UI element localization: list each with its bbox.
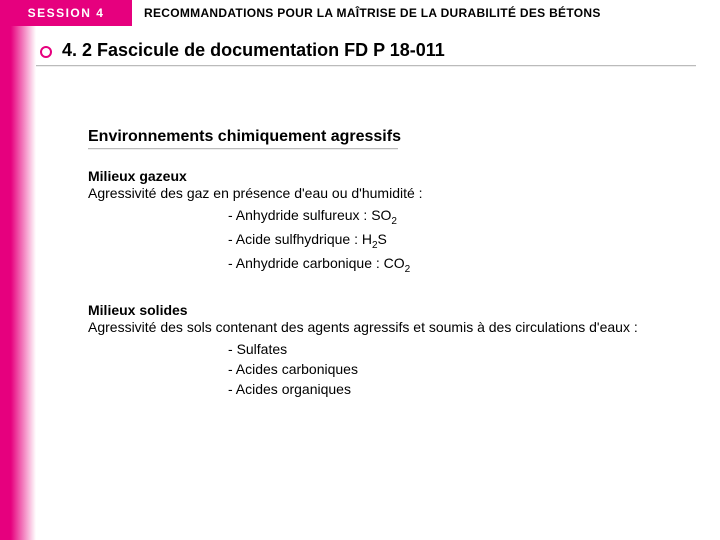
bullet-icon — [40, 46, 52, 58]
content-area: Environnements chimiquement agressifs Mi… — [88, 128, 688, 424]
slide-header: SESSION 4 RECOMMANDATIONS POUR LA MAÎTRI… — [0, 0, 720, 26]
list-item: Acide sulfhydrique : H2S — [88, 229, 688, 253]
group1-title: Milieux gazeux — [88, 168, 688, 184]
list-item: Acides carboniques — [88, 359, 688, 379]
list-item: Anhydride sulfureux : SO2 — [88, 205, 688, 229]
section-title: 4. 2 Fascicule de documentation FD P 18-… — [62, 40, 445, 61]
group1-list: Anhydride sulfureux : SO2 Acide sulfhydr… — [88, 205, 688, 278]
subheading-underline — [88, 148, 398, 150]
list-item: Acides organiques — [88, 379, 688, 399]
sidebar-gradient — [0, 0, 36, 540]
header-title: RECOMMANDATIONS POUR LA MAÎTRISE DE LA D… — [132, 0, 720, 26]
group2-intro: Agressivité des sols contenant des agent… — [88, 318, 688, 337]
list-item: Sulfates — [88, 339, 688, 359]
group2-list: Sulfates Acides carboniques Acides organ… — [88, 339, 688, 400]
subheading: Environnements chimiquement agressifs — [88, 128, 688, 146]
group1-intro: Agressivité des gaz en présence d'eau ou… — [88, 184, 688, 203]
group2-title: Milieux solides — [88, 302, 688, 318]
list-item: Anhydride carbonique : CO2 — [88, 253, 688, 277]
session-badge: SESSION 4 — [0, 0, 132, 26]
title-underline — [36, 65, 696, 67]
